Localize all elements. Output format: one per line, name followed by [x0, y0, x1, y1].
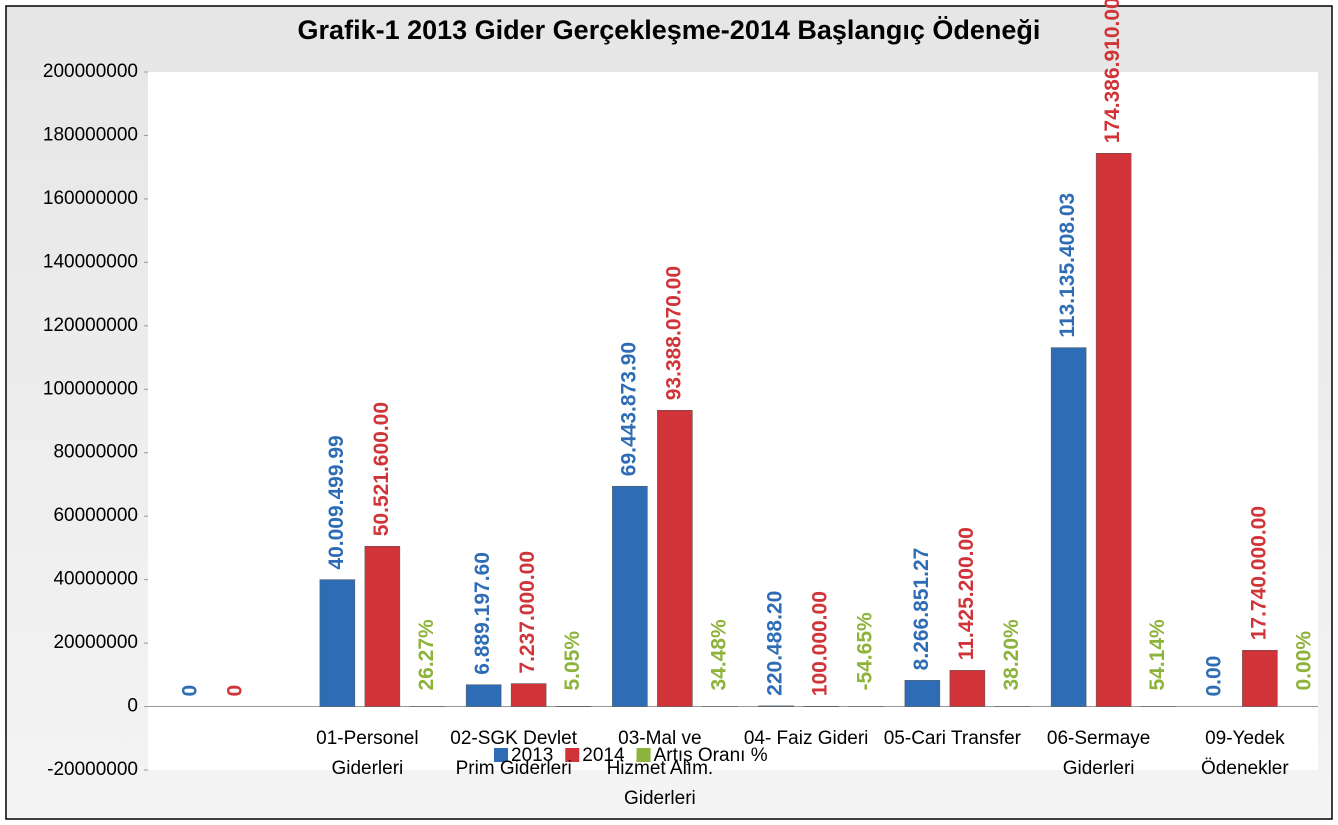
y-tick-label: 100000000	[43, 378, 138, 399]
bar	[465, 684, 502, 707]
data-label: 17.740.000.00	[1247, 506, 1270, 640]
data-label: 100.000.00	[809, 591, 832, 696]
legend-label: 2014	[582, 745, 625, 766]
y-tick-label: 200000000	[43, 61, 138, 82]
data-label: 0.00%	[1292, 631, 1315, 691]
bar	[657, 410, 693, 707]
legend-swatch	[565, 748, 580, 762]
x-tick-label: 04- Faiz Gideri	[743, 728, 869, 749]
bar	[364, 546, 401, 707]
bar	[612, 485, 648, 707]
y-tick-label: 80000000	[53, 442, 138, 463]
data-label: 34.48%	[707, 619, 730, 691]
y-tick-label: 120000000	[43, 315, 138, 336]
chart-title: Grafik-1 2013 Gider Gerçekleşme-2014 Baş…	[298, 15, 1041, 45]
bar	[1095, 153, 1132, 707]
data-label: 93.388.070.00	[662, 266, 685, 400]
x-tick-label: 03-Mal ve Hizmet Alım. Giderleri	[606, 728, 714, 809]
y-tick-label: 140000000	[43, 251, 138, 272]
bar	[510, 683, 547, 707]
data-label: 6.889.197.60	[471, 552, 494, 675]
data-label: 0	[224, 685, 247, 697]
x-tick-label: 05-Cari Transfer	[883, 728, 1022, 749]
data-label: 26.27%	[415, 619, 438, 691]
y-tick-label: 20000000	[53, 632, 138, 653]
y-tick-label: 160000000	[43, 188, 138, 209]
data-label: 11.425.200.00	[955, 527, 978, 660]
data-label: 40.009.499.99	[325, 435, 348, 569]
data-label: 174.386.910.00	[1101, 0, 1124, 143]
bar	[758, 705, 794, 707]
data-label: 0.00	[1202, 656, 1225, 697]
x-tick-label: 06-Sermaye Giderleri	[1046, 728, 1151, 779]
bar	[319, 579, 356, 707]
data-label: 38.20%	[1000, 619, 1023, 691]
data-label: 54.14%	[1146, 619, 1169, 691]
data-label: 220.488.20	[764, 591, 787, 696]
x-tick-label: 01-Personel Giderleri	[316, 728, 419, 779]
data-label: 7.237.000.00	[516, 551, 539, 674]
data-label: 113.135.408.03	[1056, 193, 1079, 338]
data-label: -54.65%	[854, 612, 877, 691]
data-label: 8.266.851.27	[910, 548, 933, 671]
x-tick-label: 02-SGK Devlet Prim Giderleri	[450, 728, 577, 779]
bar	[1242, 650, 1278, 707]
bar	[949, 670, 986, 707]
y-tick-label: 0	[127, 696, 138, 717]
data-label: 0	[179, 685, 202, 697]
x-tick-label: 09-Yedek Ödenekler	[1201, 728, 1289, 779]
y-tick-label: 180000000	[43, 124, 138, 145]
data-label: 69.443.873.90	[617, 342, 640, 476]
bar	[904, 680, 941, 707]
y-tick-label: 40000000	[53, 569, 138, 590]
legend-label: 2013	[511, 745, 553, 766]
bar	[1050, 347, 1087, 707]
legend-swatch	[636, 748, 651, 762]
y-tick-label: -20000000	[47, 759, 138, 780]
y-tick-label: 60000000	[53, 505, 138, 526]
legend-label: Artış Oranı %	[654, 745, 768, 766]
data-label: 5.05%	[561, 631, 584, 691]
legend-swatch	[494, 748, 508, 762]
data-label: 50.521.600.00	[370, 402, 393, 536]
